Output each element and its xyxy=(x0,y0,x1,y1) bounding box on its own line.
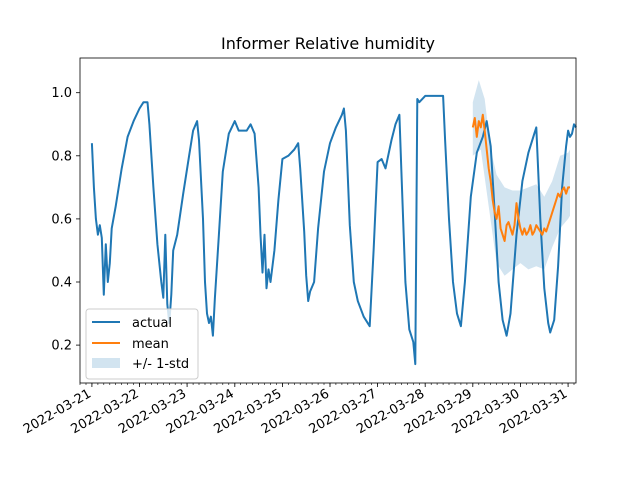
y-tick-label: 0.6 xyxy=(51,212,72,227)
legend-swatch-std-band xyxy=(92,358,120,368)
series-std-band xyxy=(472,80,570,276)
legend-box xyxy=(85,308,199,380)
legend-label-std-band: +/- 1-std xyxy=(132,357,189,372)
series-line-mean xyxy=(471,113,570,242)
y-tick-label: 0.4 xyxy=(51,276,72,291)
y-tick-label: 0.2 xyxy=(51,339,72,354)
series-layer xyxy=(90,94,577,366)
legend-label-actual: actual xyxy=(132,316,172,331)
legend: actual mean +/- 1-std xyxy=(85,308,199,380)
std-band-layer xyxy=(472,80,570,276)
y-tick-label: 0.8 xyxy=(51,149,72,164)
legend-label-mean: mean xyxy=(132,337,169,352)
y-tick-label: 1.0 xyxy=(51,86,72,101)
chart-title: Informer Relative humidity xyxy=(221,34,435,53)
series-line-actual xyxy=(90,94,577,366)
y-axis: 0.2 0.4 0.6 0.8 1.0 xyxy=(51,86,80,354)
plot-frame xyxy=(79,57,577,384)
